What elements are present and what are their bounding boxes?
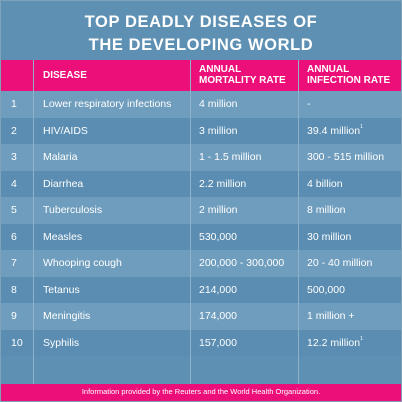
- header-mortality-line-2: MORTALITY RATE: [199, 75, 286, 86]
- footnote-marker: 1: [360, 124, 363, 130]
- disease-name: Diarrhea: [43, 177, 84, 190]
- table-row: 6 Measles 530,000 30 million: [1, 223, 401, 250]
- page-title: TOP DEADLY DISEASES OF THE DEVELOPING WO…: [1, 11, 401, 57]
- infection-rate: 1 million +: [307, 310, 355, 322]
- footnote-marker: 1: [360, 336, 363, 342]
- disease-name: Lower respiratory infections: [43, 98, 172, 110]
- row-number: 8: [11, 283, 17, 296]
- row-number: 3: [11, 151, 17, 163]
- table-row: 1 Lower respiratory infections 4 million -: [1, 91, 401, 118]
- table-row: 3 Malaria 1 - 1.5 million 300 - 515 million: [1, 144, 401, 171]
- row-number: 10: [11, 336, 23, 349]
- row-number: 9: [11, 310, 17, 322]
- row-number: 4: [11, 177, 17, 190]
- disease-name: Tuberculosis: [43, 204, 103, 216]
- row-number: 1: [11, 98, 17, 110]
- table-body: 1 Lower respiratory infections 4 million - 2…: [1, 91, 401, 356]
- infection-rate: 300 - 515 million: [307, 151, 385, 163]
- header-infection-line-2: INFECTION RATE: [307, 75, 391, 86]
- table-row: 4 Diarrhea 2.2 million 4 billion: [1, 170, 401, 197]
- mortality-rate: 4 million: [199, 98, 238, 110]
- infection-rate-text: 39.4 million: [307, 124, 361, 137]
- source-footer: Information provided by the Reuters and …: [1, 384, 401, 401]
- disease-name: HIV/AIDS: [43, 124, 88, 137]
- header-disease: DISEASE: [43, 70, 87, 81]
- disease-name: Meningitis: [43, 310, 91, 322]
- infection-rate: 30 million: [307, 230, 352, 243]
- infection-rate: -: [307, 98, 311, 110]
- header-infection-line-1: ANNUAL: [307, 64, 350, 75]
- disease-name: Syphilis: [43, 336, 80, 349]
- row-number: 2: [11, 124, 17, 137]
- mortality-rate: 1 - 1.5 million: [199, 151, 262, 163]
- table-row: 8 Tetanus 214,000 500,000: [1, 276, 401, 303]
- title-line-2: THE DEVELOPING WORLD: [88, 36, 314, 54]
- infection-rate: 8 million: [307, 204, 346, 216]
- row-number: 7: [11, 257, 17, 269]
- table-row: 9 Meningitis 174,000 1 million +: [1, 303, 401, 330]
- column-divider: [298, 60, 299, 384]
- mortality-rate: 214,000: [199, 283, 237, 296]
- disease-name: Whooping cough: [43, 257, 122, 269]
- infection-rate: 12.2 million1: [307, 330, 363, 357]
- mortality-rate: 2 million: [199, 204, 238, 216]
- mortality-rate: 157,000: [199, 336, 237, 349]
- table-row: 5 Tuberculosis 2 million 8 million: [1, 197, 401, 224]
- table-row: 2 HIV/AIDS 3 million 39.4 million1: [1, 117, 401, 145]
- infection-rate: 20 - 40 million: [307, 257, 373, 269]
- column-divider: [190, 60, 191, 384]
- disease-name: Measles: [43, 230, 83, 243]
- column-divider: [33, 60, 34, 384]
- row-number: 6: [11, 230, 17, 243]
- infection-rate: 39.4 million1: [307, 118, 363, 145]
- header-infection: ANNUAL INFECTION RATE: [307, 64, 390, 86]
- mortality-rate: 2.2 million: [199, 177, 247, 190]
- header-mortality: ANNUAL MORTALITY RATE: [199, 64, 286, 86]
- infection-rate: 500,000: [307, 283, 345, 296]
- table-row: 7 Whooping cough 200,000 - 300,000 20 - 40 …: [1, 250, 401, 277]
- title-line-1: TOP DEADLY DISEASES OF: [84, 13, 318, 31]
- table-row: 10 Syphilis 157,000 12.2 million1: [1, 329, 401, 357]
- header-mortality-line-1: ANNUAL: [199, 64, 242, 75]
- mortality-rate: 200,000 - 300,000: [199, 257, 285, 269]
- disease-name: Tetanus: [43, 283, 80, 296]
- mortality-rate: 174,000: [199, 310, 237, 322]
- table-header: DISEASE ANNUAL MORTALITY RATE ANNUAL INF…: [1, 60, 401, 91]
- mortality-rate: 530,000: [199, 230, 237, 243]
- disease-name: Malaria: [43, 151, 78, 163]
- mortality-rate: 3 million: [199, 124, 238, 137]
- infection-rate: 4 billion: [307, 177, 343, 190]
- infection-rate-text: 12.2 million: [307, 336, 361, 349]
- row-number: 5: [11, 204, 17, 216]
